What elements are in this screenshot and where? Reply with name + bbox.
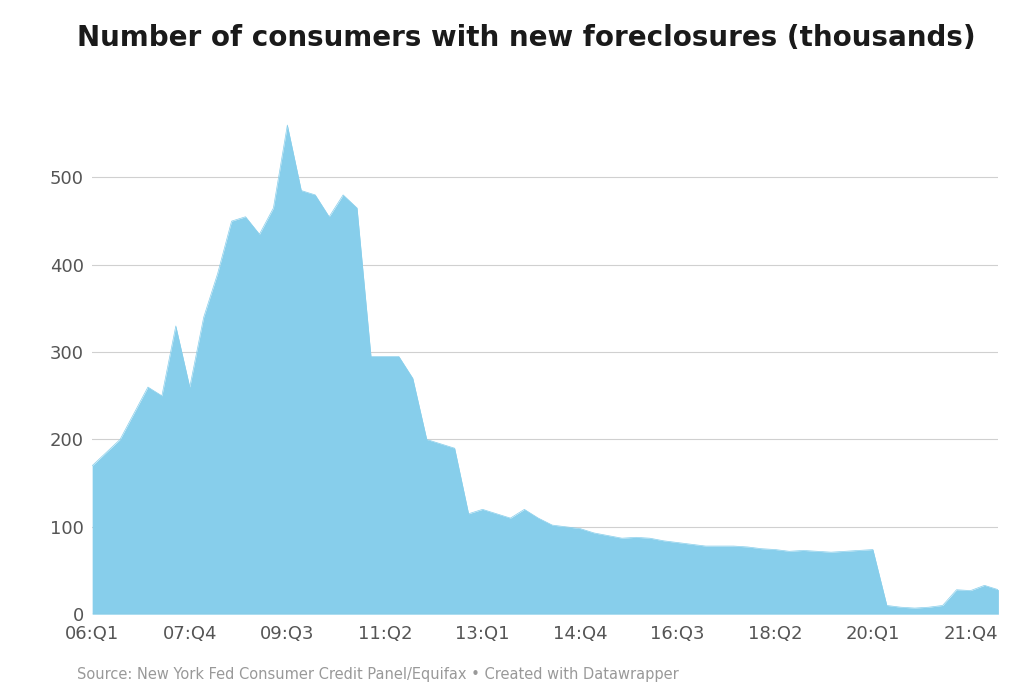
Text: Number of consumers with new foreclosures (thousands): Number of consumers with new foreclosure… xyxy=(77,24,976,52)
Text: Source: New York Fed Consumer Credit Panel/Equifax • Created with Datawrapper: Source: New York Fed Consumer Credit Pan… xyxy=(77,666,679,682)
